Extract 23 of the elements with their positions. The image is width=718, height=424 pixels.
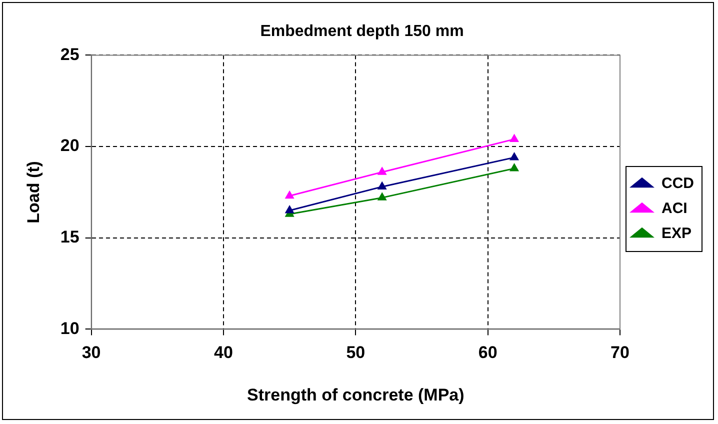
point — [285, 206, 294, 214]
x-tick-label: 70 — [610, 343, 630, 362]
x-tick-label: 50 — [346, 343, 366, 362]
x-tick-label: 60 — [478, 343, 498, 362]
x-tick-label: 40 — [214, 343, 233, 362]
legend-label: EXP — [662, 225, 692, 242]
point — [510, 164, 518, 172]
y-tick-label: 10 — [60, 318, 80, 338]
point — [378, 167, 386, 175]
y-tick-label: 15 — [60, 228, 80, 247]
legend-label: CCD — [662, 175, 694, 192]
y-axis-title: Load (t) — [24, 161, 43, 224]
point — [378, 182, 386, 190]
chart-title: Embedment depth 150 mm — [260, 23, 464, 40]
point — [378, 192, 386, 200]
x-axis-title: Strength of concrete (MPa) — [247, 385, 464, 404]
point — [510, 152, 518, 160]
legend-label: ACI — [662, 200, 688, 218]
y-tick-label: 20 — [60, 136, 80, 156]
y-tick-label: 25 — [60, 44, 80, 64]
x-tick-label: 30 — [82, 343, 101, 362]
point — [510, 134, 518, 142]
point — [285, 191, 294, 199]
